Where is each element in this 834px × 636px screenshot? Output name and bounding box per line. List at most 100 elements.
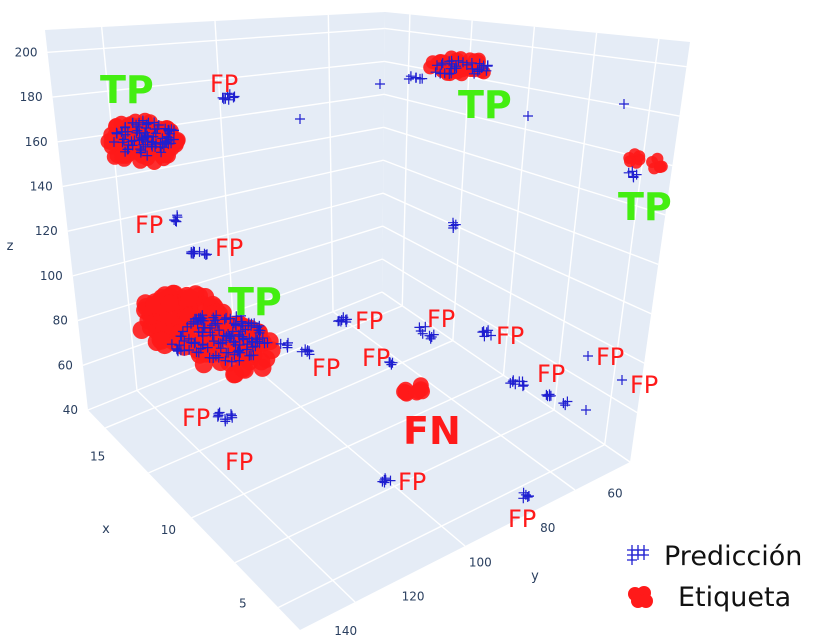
prediccion-point bbox=[517, 381, 528, 392]
prediccion-point bbox=[202, 249, 212, 260]
prediccion-point bbox=[220, 93, 231, 104]
prediccion-point bbox=[560, 400, 571, 411]
prediccion-point bbox=[152, 123, 163, 134]
z-tick-label: 60 bbox=[58, 358, 73, 372]
prediccion-point bbox=[228, 336, 239, 347]
axis-panes bbox=[45, 12, 690, 630]
prediccion-point bbox=[143, 132, 154, 143]
z-tick-label: 120 bbox=[35, 224, 58, 238]
gridline bbox=[383, 159, 659, 266]
annotation-fp: FP bbox=[225, 448, 253, 476]
z-tick-label: 140 bbox=[30, 179, 53, 193]
prediccion-point bbox=[302, 345, 313, 356]
gridline bbox=[327, 14, 334, 312]
right-wall-pane bbox=[382, 12, 690, 462]
prediccion-point bbox=[135, 147, 146, 158]
prediccion-point bbox=[227, 412, 238, 423]
floor-pane bbox=[88, 292, 630, 630]
prediccion-point bbox=[149, 117, 160, 128]
gridline bbox=[214, 20, 236, 352]
prediccion-point bbox=[257, 333, 268, 343]
prediccion-point bbox=[619, 99, 629, 109]
etiqueta-point bbox=[145, 295, 163, 314]
annotation-fp: FP bbox=[135, 211, 163, 239]
prediccion-point bbox=[120, 146, 131, 157]
prediccion-point bbox=[234, 340, 245, 350]
prediccion-point bbox=[282, 342, 293, 353]
prediccion-point bbox=[147, 137, 158, 148]
legend-item[interactable]: Etiqueta bbox=[628, 582, 791, 613]
prediccion-point bbox=[461, 59, 472, 70]
prediccion-point bbox=[479, 331, 490, 342]
prediccion-point bbox=[111, 128, 122, 139]
etiqueta-point bbox=[624, 155, 636, 168]
x-tick-label: 5 bbox=[239, 596, 247, 610]
prediccion-point bbox=[236, 316, 247, 327]
prediccion-point bbox=[156, 147, 167, 158]
prediccion-point bbox=[631, 169, 642, 180]
etiqueta-point bbox=[220, 353, 239, 372]
prediccion-point bbox=[410, 72, 421, 83]
prediccion-point bbox=[417, 328, 428, 339]
prediccion-point bbox=[184, 345, 195, 355]
prediccion-point bbox=[122, 144, 133, 155]
prediccion-point bbox=[142, 150, 153, 161]
prediccion-point bbox=[510, 379, 521, 390]
gridline bbox=[502, 26, 536, 376]
etiqueta-point bbox=[408, 384, 425, 401]
etiqueta-point bbox=[108, 118, 125, 135]
annotation-tp: TP bbox=[228, 280, 282, 324]
legend-label: Etiqueta bbox=[678, 582, 791, 613]
prediccion-point bbox=[385, 475, 396, 486]
z-tick-label: 160 bbox=[25, 135, 48, 149]
prediccion-point bbox=[207, 330, 218, 341]
prediccion-point bbox=[170, 216, 181, 226]
prediccion-point bbox=[481, 65, 492, 76]
prediccion-point bbox=[424, 330, 435, 341]
prediccion-point bbox=[518, 493, 529, 504]
annotation-fp: FP bbox=[362, 344, 390, 372]
annotation-fp: FP bbox=[596, 343, 624, 371]
prediccion-point bbox=[430, 67, 441, 78]
annotation-fp: FP bbox=[508, 505, 536, 533]
legend[interactable]: Predicción Etiqueta bbox=[627, 541, 802, 613]
prediccion-point bbox=[384, 357, 395, 367]
prediccion-point bbox=[524, 491, 534, 501]
prediccion-point bbox=[386, 359, 397, 370]
prediccion-point bbox=[338, 312, 349, 323]
prediccion-point bbox=[222, 88, 233, 99]
prediccion-point bbox=[259, 338, 270, 349]
axis-ticks: 40 60 80 100 120 140 160 180 200 z 5 10 15 x 60 80 100 12… bbox=[7, 45, 623, 636]
prediccion-point bbox=[223, 329, 234, 339]
y-tick-label: 60 bbox=[607, 487, 622, 501]
prediccion-point bbox=[222, 414, 233, 425]
annotation-fp: FP bbox=[215, 234, 243, 262]
gridlines bbox=[47, 14, 687, 609]
prediccion-point bbox=[244, 350, 255, 361]
annotation-fp: FP bbox=[182, 404, 210, 432]
prediccion-point bbox=[224, 331, 235, 342]
prediccion-point bbox=[229, 349, 240, 360]
z-tick-label: 180 bbox=[20, 90, 43, 104]
prediccion-point bbox=[134, 135, 145, 146]
gridline bbox=[401, 14, 411, 306]
prediccion-point bbox=[186, 248, 197, 259]
prediccion-point bbox=[507, 376, 518, 387]
prediccion-point bbox=[221, 347, 232, 358]
prediccion-point bbox=[275, 338, 286, 349]
prediccion-point bbox=[451, 61, 461, 72]
x-tick-label: 15 bbox=[90, 450, 105, 464]
prediccion-point bbox=[252, 322, 263, 333]
prediccion-point bbox=[246, 336, 257, 347]
gridline bbox=[381, 258, 638, 414]
annotation-fp: FP bbox=[312, 354, 340, 382]
prediccion-point bbox=[164, 126, 174, 136]
legend-cross-icon bbox=[627, 555, 637, 565]
left-wall-pane bbox=[45, 12, 385, 410]
prediccion-point bbox=[218, 330, 229, 341]
legend-item[interactable]: Predicción bbox=[627, 541, 802, 572]
prediccion-point bbox=[166, 339, 177, 350]
gridline bbox=[383, 126, 666, 216]
prediccion-point bbox=[221, 312, 232, 323]
